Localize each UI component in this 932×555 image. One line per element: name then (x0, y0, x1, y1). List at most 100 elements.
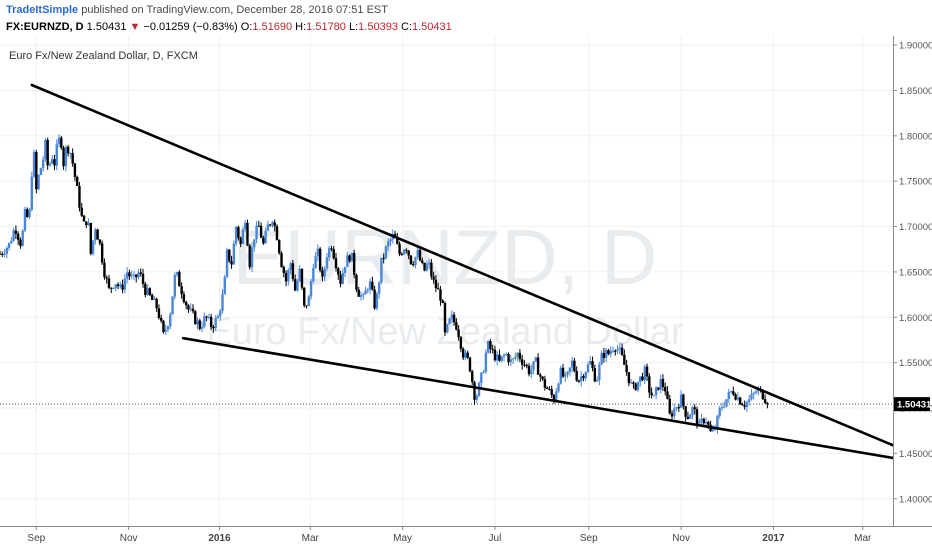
candle-body-259 (586, 364, 590, 373)
candle-body-319 (723, 406, 726, 408)
candle-body-250 (566, 371, 569, 375)
candle-body-290 (657, 387, 660, 390)
candle-body-5 (10, 240, 13, 243)
candle-body-264 (598, 364, 601, 381)
price-chart[interactable]: EURNZD, DEuro Fx/New Zealand DollarEuro … (0, 36, 932, 550)
candle-body-88 (198, 320, 201, 329)
candle-body-49 (110, 287, 113, 289)
candle-body-230 (520, 359, 524, 365)
candle-body-11 (23, 209, 27, 231)
candle-body-119 (268, 224, 272, 226)
candle-body-61 (137, 272, 140, 278)
candle-body-225 (509, 359, 513, 363)
candle-body-23 (51, 159, 54, 164)
candle-body-149 (337, 268, 340, 275)
candle-body-118 (266, 224, 270, 231)
candle-body-4 (7, 242, 11, 248)
candle-body-45 (100, 243, 104, 263)
candle-body-108 (243, 222, 247, 230)
candle-body-32 (71, 153, 74, 164)
author-link[interactable]: TradeItSimple (6, 4, 79, 16)
candle-body-209 (473, 381, 476, 400)
candle-body-274 (620, 347, 624, 355)
candle-body-162 (366, 289, 369, 291)
candle-body-322 (729, 391, 733, 393)
candle-body-314 (711, 429, 715, 432)
candle-body-268 (607, 350, 610, 355)
candle-body-222 (502, 354, 506, 357)
low-label: L: (348, 21, 359, 33)
candle-body-130 (293, 279, 297, 291)
candle-body-255 (577, 380, 581, 382)
close-value: 1.50431 (412, 21, 452, 33)
candle-body-55 (123, 278, 127, 290)
candle-body-71 (159, 317, 163, 321)
candle-body-190 (430, 262, 433, 277)
candle-body-101 (228, 249, 231, 262)
candle-body-324 (734, 394, 737, 400)
candle-body-14 (30, 176, 33, 210)
high-label: H: (295, 21, 307, 33)
candle-body-169 (382, 257, 385, 259)
candle-body-191 (432, 276, 435, 280)
candle-body-244 (552, 395, 556, 402)
candle-body-229 (518, 352, 522, 360)
candle-body-6 (12, 230, 15, 241)
candle-body-163 (368, 281, 372, 290)
candle-body-38 (85, 221, 88, 226)
candle-body-105 (237, 226, 240, 238)
candle-body-187 (423, 262, 426, 271)
candle-body-107 (241, 229, 245, 244)
candle-body-90 (203, 316, 206, 327)
candle-body-125 (282, 267, 285, 273)
candle-body-240 (543, 379, 547, 388)
candle-body-159 (359, 295, 363, 297)
candle-body-202 (457, 329, 460, 338)
y-tick-label-6: 1.70000 (899, 222, 932, 233)
candle-body-215 (486, 341, 490, 353)
candle-body-213 (482, 371, 485, 373)
candle-body-19 (41, 159, 45, 169)
price-label-box (894, 397, 930, 412)
candle-body-22 (48, 163, 52, 166)
candle-body-145 (327, 248, 331, 258)
candle-body-154 (348, 255, 351, 262)
candle-body-280 (634, 383, 637, 391)
candle-body-67 (150, 294, 154, 300)
candle-body-194 (439, 289, 442, 301)
candle-body-100 (225, 249, 229, 278)
candle-body-80 (180, 286, 183, 295)
candle-body-30 (66, 146, 70, 154)
x-tick-label-7: Nov (672, 533, 690, 544)
candle-body-332 (752, 392, 755, 395)
price-change: −0.01259 (−0.83%) (143, 21, 238, 33)
candle-body-122 (275, 226, 279, 241)
candle-body-15 (32, 152, 36, 177)
candle-body-168 (380, 257, 383, 283)
candle-body-265 (600, 352, 603, 365)
candle-body-236 (534, 357, 537, 362)
candle-body-320 (725, 399, 728, 407)
candle-body-193 (436, 288, 440, 290)
last-price: 1.50431 (86, 21, 127, 33)
candle-body-184 (416, 250, 419, 258)
candle-body-57 (128, 272, 131, 277)
candle-body-181 (409, 255, 413, 265)
candle-body-46 (103, 262, 106, 278)
chart-area[interactable]: EURNZD, DEuro Fx/New Zealand DollarEuro … (0, 36, 932, 550)
candle-body-155 (350, 252, 354, 262)
candle-body-257 (582, 376, 585, 379)
candle-body-63 (141, 273, 145, 284)
candle-body-204 (461, 348, 465, 358)
candle-body-87 (196, 320, 199, 325)
candle-body-34 (75, 176, 79, 186)
candle-body-60 (135, 274, 138, 278)
candle-body-142 (321, 270, 324, 277)
candle-body-37 (82, 215, 86, 222)
candle-body-143 (323, 268, 326, 277)
candle-body-26 (57, 137, 61, 145)
candle-body-233 (527, 365, 531, 375)
candle-body-170 (384, 246, 388, 259)
x-tick-label-3: Mar (302, 533, 320, 544)
candle-body-29 (64, 146, 68, 167)
